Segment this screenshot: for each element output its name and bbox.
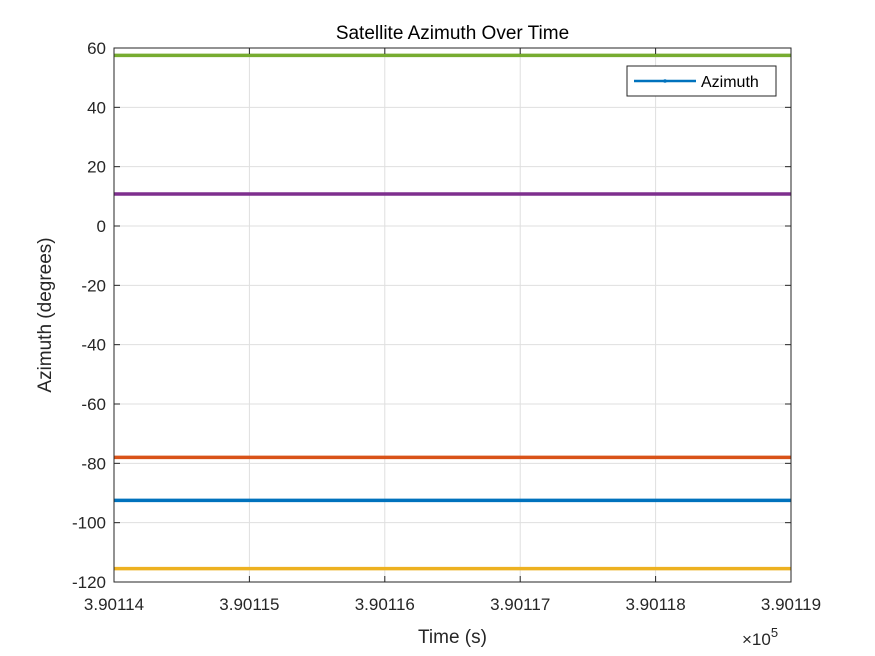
- y-tick-label: 0: [97, 217, 106, 236]
- axis-ticks: 3.90114 3.90115 3.90116 3.90117 3.90118 3.901…: [72, 39, 821, 614]
- legend-marker-azimuth: [663, 79, 667, 83]
- x-axis-title: Time (s): [418, 627, 487, 648]
- y-tick-label: -40: [81, 336, 106, 355]
- y-tick-label: -20: [81, 276, 106, 295]
- x-axis-exponent: ×105: [742, 625, 778, 649]
- y-axis-title: Azimuth (degrees): [35, 237, 56, 392]
- y-tick-label: -120: [72, 573, 106, 592]
- plot-area: [114, 48, 791, 582]
- chart-title: Satellite Azimuth Over Time: [336, 23, 569, 44]
- y-tick-label: -100: [72, 514, 106, 533]
- y-tick-label: 60: [87, 39, 106, 58]
- x-tick-label: 3.90119: [761, 595, 821, 614]
- y-tick-label: -60: [81, 395, 106, 414]
- x-tick-label: 3.90117: [490, 595, 550, 614]
- series-lines: [114, 53, 791, 571]
- x-tick-label: 3.90115: [219, 595, 279, 614]
- x-tick-label: 3.90116: [355, 595, 415, 614]
- y-tick-label: -80: [81, 454, 106, 473]
- y-tick-label: 20: [87, 158, 106, 177]
- legend-entry-azimuth: Azimuth: [701, 74, 759, 91]
- x-exponent-power: 5: [771, 625, 778, 640]
- x-exponent-base: ×10: [742, 630, 771, 649]
- axes-box: [113, 47, 792, 583]
- y-tick-label: 40: [87, 98, 106, 117]
- x-tick-label: 3.90114: [84, 595, 144, 614]
- x-tick-label: 3.90118: [625, 595, 685, 614]
- legend: Azimuth: [626, 65, 777, 97]
